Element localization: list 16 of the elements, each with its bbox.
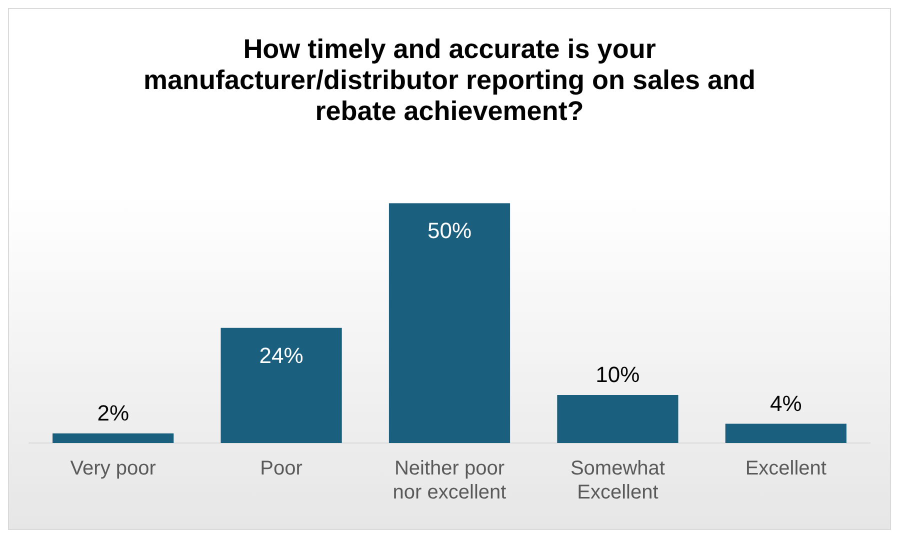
bar (557, 395, 678, 443)
x-tick-label: Somewhat Excellent (570, 458, 666, 504)
bar (725, 424, 846, 443)
bar (220, 328, 342, 443)
bar (52, 433, 174, 443)
data-label: 4% (770, 390, 802, 416)
bar (388, 203, 510, 443)
data-label: 2% (97, 400, 129, 426)
x-tick-label: Neither poor nor excellent (392, 458, 507, 504)
chart-title: How timely and accurate is your manufacturer/distributor reporting on sales and rebate achievement? (143, 34, 756, 126)
data-label: 50% (427, 218, 472, 244)
x-tick-label: Excellent (745, 458, 827, 480)
data-label: 10% (596, 362, 640, 388)
x-tick-label: Very poor (70, 458, 156, 480)
x-tick-label: Poor (260, 458, 303, 480)
data-label: 24% (259, 342, 304, 368)
